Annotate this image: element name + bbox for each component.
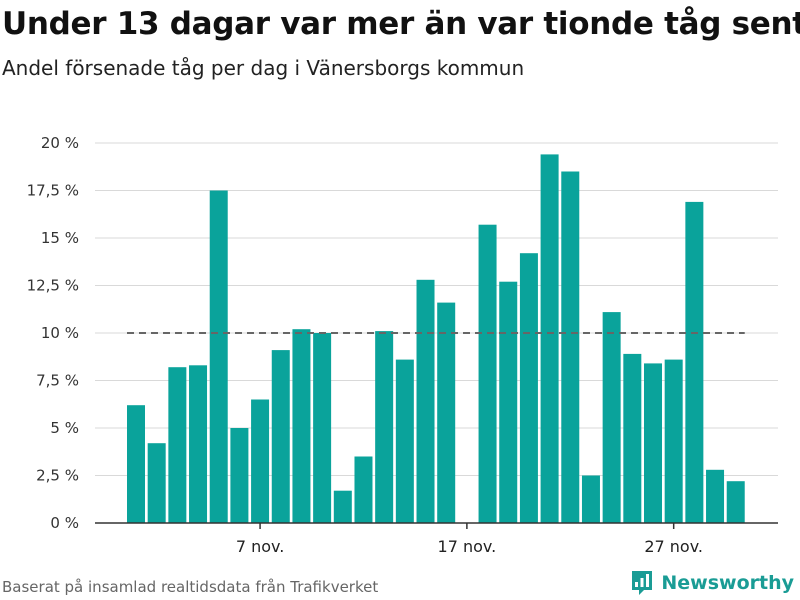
- bar-2020-11-24: [602, 312, 621, 523]
- x-tick-label: 17 nov.: [438, 537, 497, 556]
- bar-2020-11-08: [271, 350, 290, 523]
- bar-2020-11-13: [375, 331, 394, 523]
- bar-2020-11-29: [706, 469, 725, 523]
- bar-2020-11-16: [437, 302, 456, 523]
- bar-2020-11-15: [416, 279, 435, 523]
- bar-2020-11-05: [209, 190, 228, 523]
- bar-2020-11-14: [395, 359, 414, 523]
- bar-2020-11-30: [726, 481, 745, 523]
- bar-2020-11-18: [478, 224, 497, 523]
- y-tick-label: 7,5 %: [36, 372, 79, 390]
- y-tick-label: 5 %: [50, 419, 79, 437]
- y-tick-label: 2,5 %: [36, 467, 79, 485]
- bar-2020-11-12: [354, 456, 373, 523]
- y-tick-label: 15 %: [41, 229, 79, 247]
- bar-2020-11-26: [644, 363, 662, 523]
- chart-title: Under 13 dagar var mer än var tionde tåg…: [2, 6, 800, 42]
- x-tick-label: 27 nov.: [644, 537, 703, 556]
- x-axis: 7 nov. 17 nov. 27 nov.: [95, 522, 778, 556]
- newsworthy-logo-icon: [632, 571, 653, 595]
- bar-2020-11-25: [623, 353, 642, 523]
- y-tick-label: 17,5 %: [27, 182, 79, 200]
- bar-2020-11-09: [292, 329, 311, 523]
- bar-2020-11-03: [168, 367, 187, 523]
- gridlines: [95, 142, 778, 476]
- bar-2020-11-02: [147, 443, 166, 523]
- bar-2020-11-27: [664, 359, 683, 523]
- bar-2020-11-21: [540, 154, 559, 523]
- y-tick-label: 0 %: [50, 514, 79, 532]
- bar-chart: 0 % 2,5 % 5 % 7,5 % 10 % 12,5 % 15 % 17,5 % 20 %…: [27, 134, 778, 556]
- y-tick-label: 12,5 %: [27, 277, 79, 295]
- bar-2020-11-11: [333, 490, 352, 523]
- bar-2020-11-10: [313, 333, 332, 523]
- brand-name: Newsworthy: [661, 572, 794, 594]
- bar-2020-11-20: [519, 253, 538, 523]
- bar-2020-11-04: [189, 365, 208, 523]
- bar-2020-11-06: [230, 428, 249, 523]
- source-note: Baserat på insamlad realtidsdata från Tr…: [2, 578, 379, 596]
- y-tick-label: 20 %: [41, 134, 79, 152]
- bar-2020-11-19: [499, 281, 518, 523]
- brand-logo[interactable]: Newsworthy: [630, 569, 794, 597]
- bar-2020-11-23: [581, 475, 600, 523]
- bar-2020-11-28: [685, 201, 704, 523]
- bars: [127, 154, 745, 523]
- y-tick-label: 10 %: [41, 324, 79, 342]
- bar-2020-11-07: [251, 399, 270, 523]
- bar-2020-11-01: [127, 405, 145, 523]
- x-tick-label: 7 nov.: [236, 537, 285, 556]
- bar-2020-11-22: [561, 171, 580, 523]
- y-axis-ticks: 0 % 2,5 % 5 % 7,5 % 10 % 12,5 % 15 % 17,5 % 20 %: [27, 134, 79, 532]
- chart-subtitle: Andel försenade tåg per dag i Vänersborg…: [2, 56, 525, 80]
